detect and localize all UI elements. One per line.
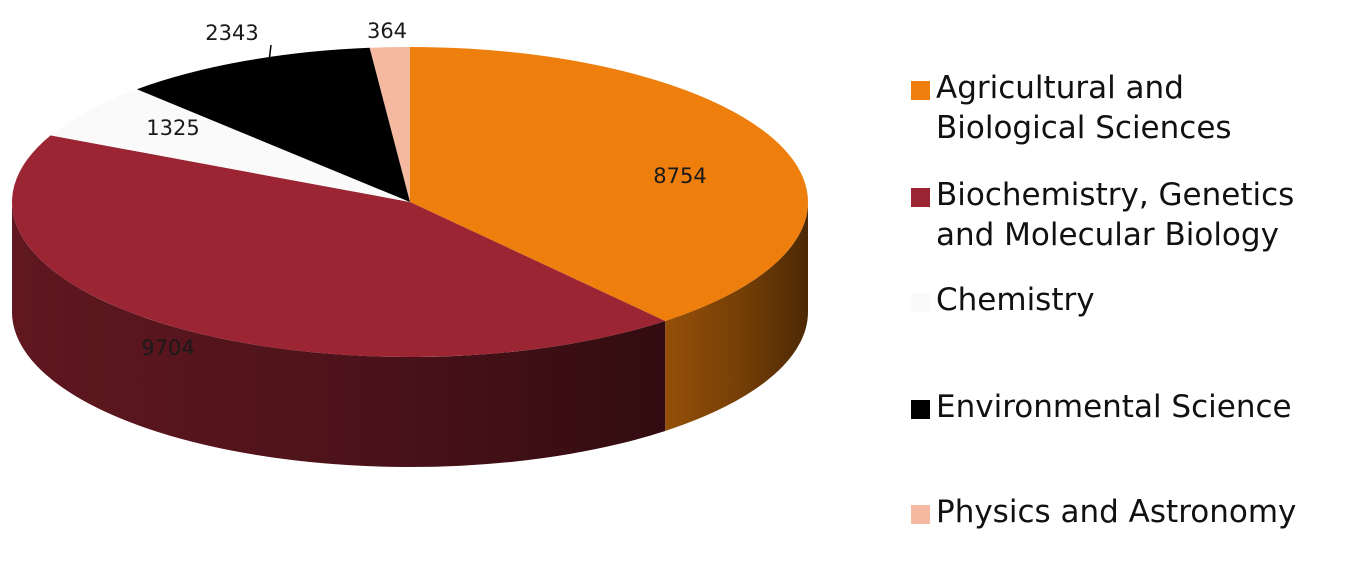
legend-swatch-physics [911,505,930,524]
data-label-chemistry: 1325 [146,116,199,140]
legend-item-chemistry: Chemistry [905,280,1345,360]
legend-label-biochemistry: Biochemistry, Genetics and Molecular Bio… [936,175,1294,255]
data-label-biochemistry: 9704 [141,336,194,360]
legend-swatch-environmental [911,400,930,419]
legend-item-physics: Physics and Astronomy [905,492,1345,572]
legend-label-biochemistry-line1: Biochemistry, Genetics [936,175,1294,215]
legend-label-physics-line1: Physics and Astronomy [936,492,1296,532]
legend-label-agricultural-line1: Agricultural and [936,68,1232,108]
legend-item-biochemistry: Biochemistry, Genetics and Molecular Bio… [905,175,1345,255]
legend-label-agricultural: Agricultural and Biological Sciences [936,68,1232,148]
legend-label-physics: Physics and Astronomy [936,492,1296,532]
legend-label-environmental: Environmental Science [936,387,1292,427]
data-label-physics: 364 [367,19,407,43]
legend-item-agricultural: Agricultural and Biological Sciences [905,68,1345,148]
legend-swatch-agricultural [911,81,930,100]
legend-label-biochemistry-line2: and Molecular Biology [936,215,1294,255]
legend-swatch-chemistry [911,293,930,312]
legend-label-agricultural-line2: Biological Sciences [936,108,1232,148]
legend-swatch-biochemistry [911,188,930,207]
legend-item-environmental: Environmental Science [905,387,1345,467]
legend-label-chemistry-line1: Chemistry [936,280,1095,320]
data-label-environmental: 2343 [205,21,258,45]
legend-label-environmental-line1: Environmental Science [936,387,1292,427]
legend-label-chemistry: Chemistry [936,280,1095,320]
data-label-agricultural: 8754 [653,164,706,188]
